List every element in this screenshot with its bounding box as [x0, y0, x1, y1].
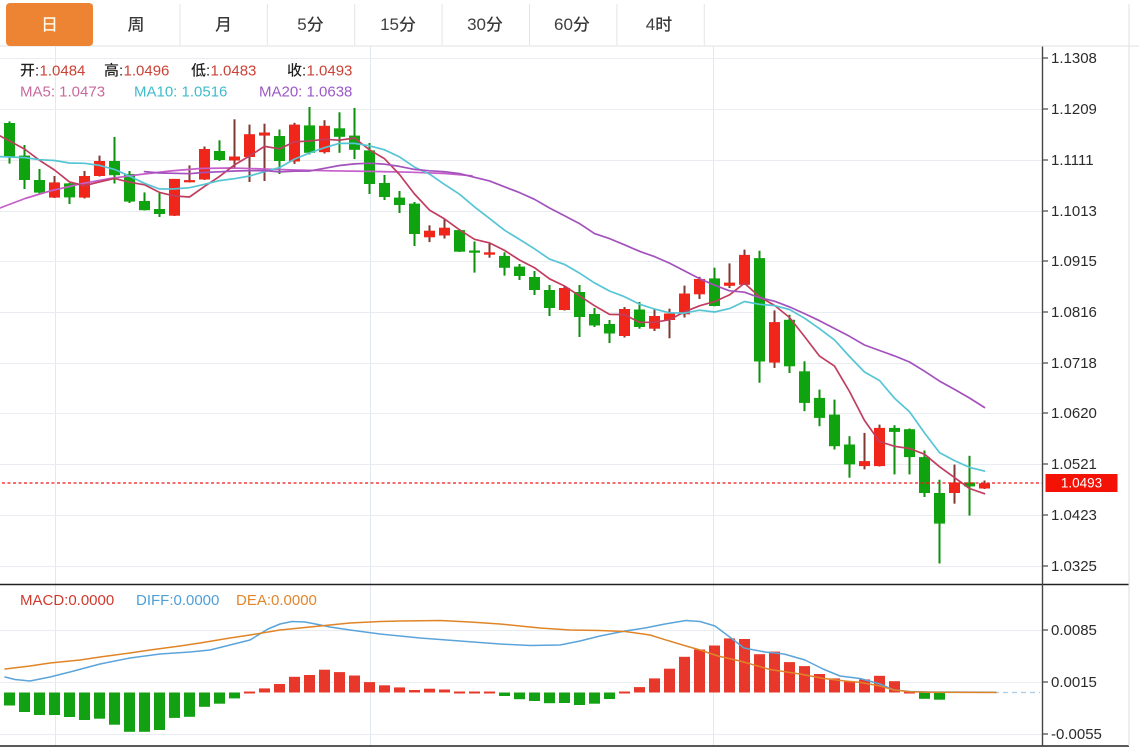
svg-text:4: 4 [646, 15, 655, 34]
svg-text:1.0484: 1.0484 [40, 63, 86, 80]
svg-text::: : [35, 63, 39, 80]
svg-text:1.0620: 1.0620 [1051, 405, 1097, 422]
svg-text::: : [302, 63, 306, 80]
svg-text:15: 15 [380, 15, 399, 34]
svg-text:1.1013: 1.1013 [1051, 203, 1097, 220]
svg-text:1.0493: 1.0493 [307, 63, 353, 80]
svg-text:MACD:0.0000: MACD:0.0000 [20, 592, 114, 609]
svg-text:MA20: 1.0638: MA20: 1.0638 [259, 84, 352, 101]
svg-text:1.0718: 1.0718 [1051, 355, 1097, 372]
svg-text:0.0085: 0.0085 [1051, 622, 1097, 639]
svg-text:MA5: 1.0473: MA5: 1.0473 [20, 84, 105, 101]
svg-text:-0.0055: -0.0055 [1051, 726, 1102, 743]
svg-text:5: 5 [297, 15, 306, 34]
svg-text:1.0493: 1.0493 [1061, 476, 1102, 491]
svg-text:DEA:0.0000: DEA:0.0000 [236, 592, 317, 609]
svg-text:1.0423: 1.0423 [1051, 507, 1097, 524]
svg-text:1.0915: 1.0915 [1051, 253, 1097, 270]
svg-text:1.1209: 1.1209 [1051, 101, 1097, 118]
svg-text:1.1111: 1.1111 [1051, 152, 1094, 169]
svg-text:1.0325: 1.0325 [1051, 558, 1097, 575]
svg-text:60: 60 [554, 15, 573, 34]
svg-text:0.0015: 0.0015 [1051, 674, 1097, 691]
svg-text:1.0816: 1.0816 [1051, 304, 1097, 321]
svg-text:30: 30 [467, 15, 486, 34]
svg-text:DIFF:0.0000: DIFF:0.0000 [136, 592, 219, 609]
svg-text:1.0521: 1.0521 [1051, 456, 1097, 473]
svg-text:MA10: 1.0516: MA10: 1.0516 [134, 84, 227, 101]
svg-text::: : [119, 63, 123, 80]
svg-text:1.0483: 1.0483 [211, 63, 257, 80]
svg-text:1.1308: 1.1308 [1051, 50, 1097, 67]
svg-text::: : [206, 63, 210, 80]
svg-text:1.0496: 1.0496 [124, 63, 170, 80]
